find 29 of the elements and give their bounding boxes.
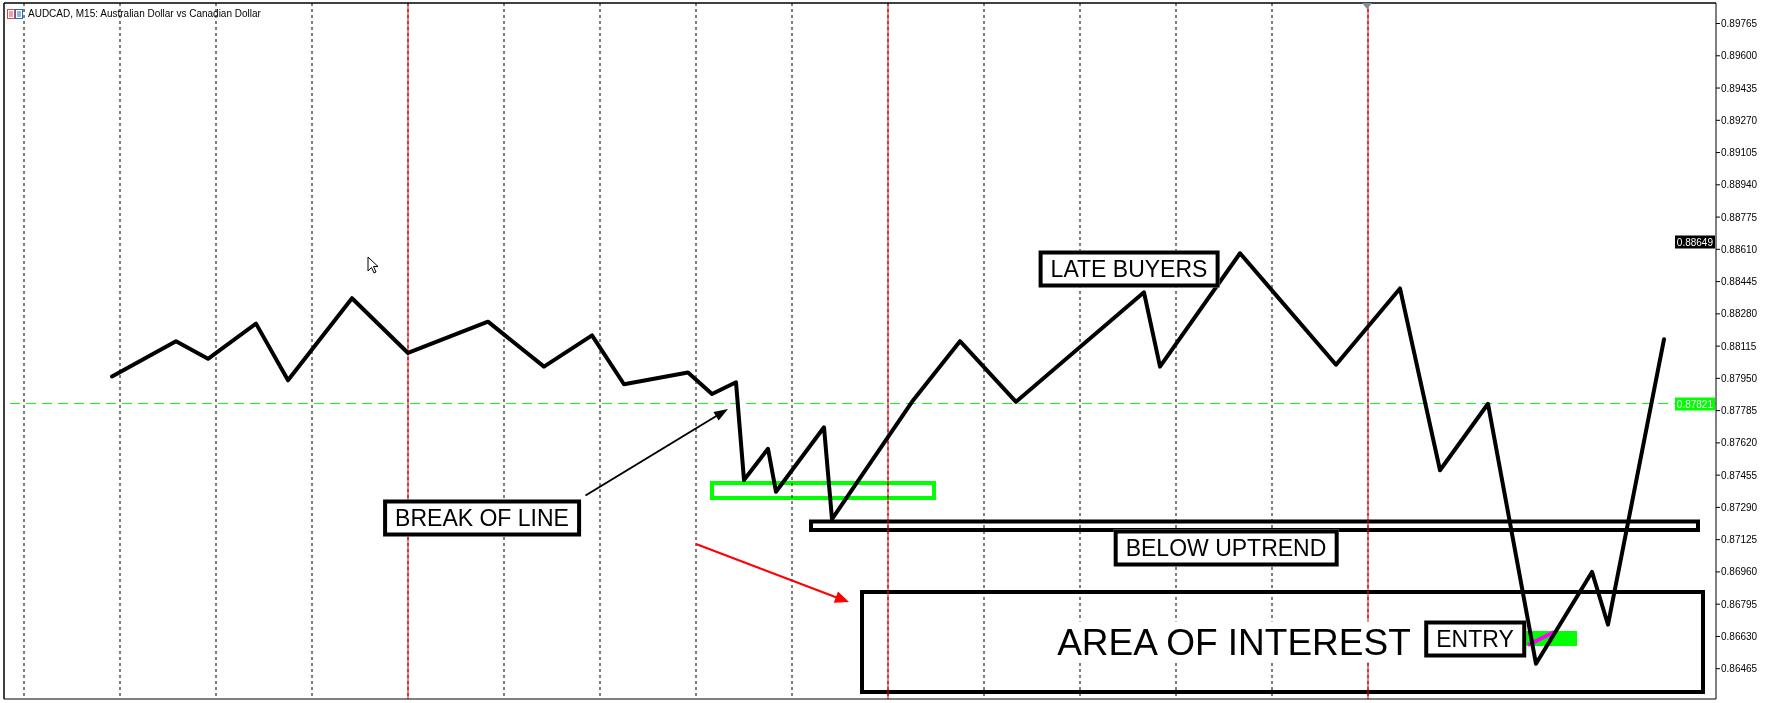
ref-line-label: 0.87821 (1674, 397, 1715, 411)
y-tick-label: 0.88940 (1721, 179, 1758, 191)
y-tick-label: 0.88775 (1721, 211, 1758, 223)
y-tick-label: 0.89435 (1721, 82, 1758, 94)
y-tick-label: 0.87620 (1721, 437, 1758, 449)
y-tick-label: 0.88115 (1721, 340, 1757, 352)
y-tick-label: 0.87950 (1721, 372, 1758, 384)
annotation: LATE BUYERS (1038, 250, 1220, 288)
y-tick-label: 0.89105 (1721, 147, 1758, 159)
y-tick-label: 0.88445 (1721, 276, 1758, 288)
y-tick-label: 0.89270 (1721, 114, 1758, 126)
text: AUDCAD, M15: Australian Dollar vs Canadian Dollar (28, 8, 261, 19)
y-tick-label: 0.89765 (1721, 18, 1758, 30)
y-tick-label: 0.89600 (1721, 50, 1758, 62)
annotation: AREA OF INTEREST (1053, 621, 1415, 663)
annotation: BREAK OF LINE (383, 499, 581, 537)
annotation: ENTRY (1424, 620, 1526, 658)
y-tick-label: 0.88280 (1721, 308, 1758, 320)
y-tick-label: 0.86795 (1721, 598, 1758, 610)
y-tick-label: 0.87125 (1721, 534, 1758, 546)
y-tick-label: 0.86960 (1721, 566, 1758, 578)
y-tick-label: 0.87290 (1721, 501, 1758, 513)
y-tick-label: 0.86630 (1721, 630, 1758, 642)
annotation: BELOW UPTREND (1113, 529, 1339, 567)
y-tick-label: 0.88610 (1721, 243, 1758, 255)
y-tick-label: 0.86465 (1721, 663, 1758, 675)
y-tick-label: 0.87785 (1721, 405, 1758, 417)
y-tick-label: 0.87455 (1721, 469, 1758, 481)
annotation: 0.88649 (1674, 235, 1715, 249)
